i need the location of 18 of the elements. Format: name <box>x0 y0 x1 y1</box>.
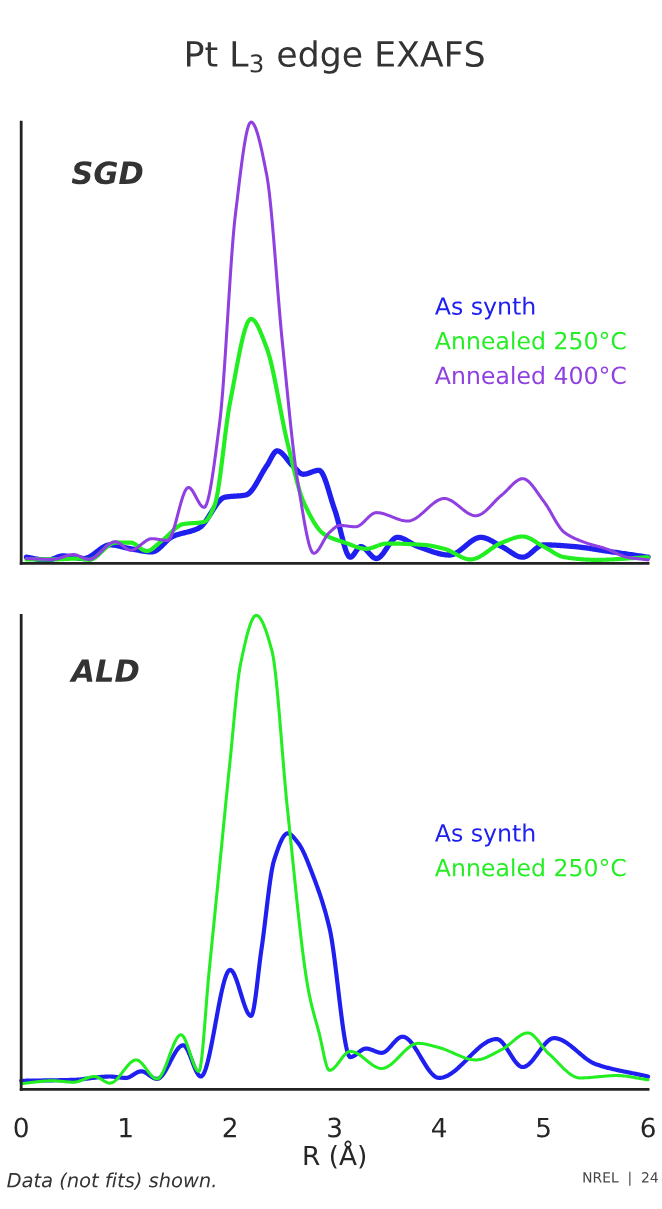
annotation: ALD <box>69 659 139 682</box>
annotation: SGD <box>71 161 143 185</box>
chart-title: Pt L$_{3}$ edge EXAFS <box>187 40 484 74</box>
text: As synth <box>435 296 535 320</box>
x-tick-label: 6 <box>641 1117 655 1138</box>
x-tick-label: 5 <box>537 1117 550 1138</box>
x-axis-title: R (Å) <box>304 1140 366 1169</box>
text: Data (not fits) shown. <box>7 1172 215 1190</box>
text: NREL | 24 <box>583 1171 658 1186</box>
x-tick-label: 2 <box>223 1117 236 1138</box>
text: As synth <box>435 823 535 847</box>
text: Annealed 400°C <box>435 365 626 385</box>
x-tick-label: 3 <box>328 1117 341 1138</box>
x-tick-label: 1 <box>120 1117 132 1138</box>
text: Annealed 250°C <box>435 331 626 350</box>
x-tick-label: 4 <box>432 1117 447 1138</box>
text: Annealed 250°C <box>435 858 626 877</box>
x-tick-label: 0 <box>14 1117 28 1138</box>
